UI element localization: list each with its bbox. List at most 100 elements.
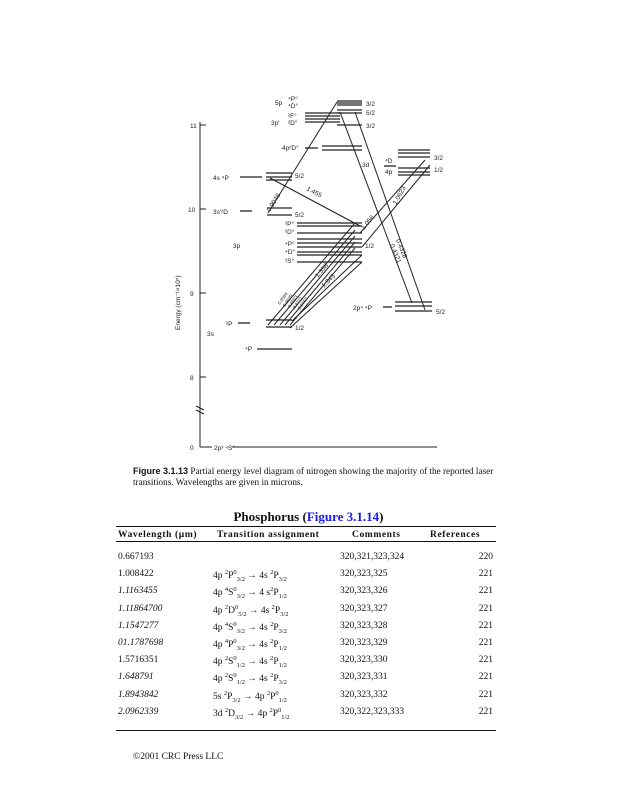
svg-text:3s: 3s — [207, 331, 215, 338]
wavelength-cell: 2.0962339 — [118, 706, 159, 717]
caption-label: Figure 3.1.13 — [133, 466, 189, 476]
svg-text:²D°: ²D° — [288, 119, 298, 127]
table-row: 1.11864700 4p 2D05/2 → 4s 2P3/2 320,323,32… — [0, 604, 617, 618]
wavelength-cell: 01.1787698 — [118, 638, 164, 648]
svg-text:1/2: 1/2 — [295, 325, 304, 332]
svg-text:3s'²D: 3s'²D — [213, 209, 228, 216]
svg-text:5p: 5p — [275, 100, 283, 107]
svg-text:4p: 4p — [385, 169, 393, 176]
svg-text:⁴D°: ⁴D° — [288, 102, 298, 110]
references-cell: 221 — [478, 672, 493, 683]
comments-cell: 320,323,332 — [340, 689, 388, 700]
figure-caption: Figure 3.1.13 Partial energy level diagr… — [133, 466, 503, 488]
svg-text:⁴D°: ⁴D° — [285, 248, 295, 256]
references-cell: 221 — [478, 569, 493, 580]
references-cell: 221 — [478, 706, 493, 717]
table-row: 0.667193 320,321,323,324 220 — [0, 552, 617, 566]
svg-text:5/2: 5/2 — [436, 309, 445, 316]
comments-cell: 320,323,331 — [340, 672, 388, 683]
wavelength-cell: 1.8943842 — [118, 689, 159, 700]
header-comments: Comments — [352, 530, 401, 540]
svg-text:⁴P°: ⁴P° — [285, 240, 295, 248]
svg-text:2p⁴ ⁴P: 2p⁴ ⁴P — [353, 305, 372, 312]
svg-text:5/2: 5/2 — [366, 110, 375, 117]
table-row: 1.8943842 5s 2P3/2 → 4p 2P01/2 320,323,332… — [0, 690, 617, 704]
wavelength-cell: 0.667193 — [118, 552, 154, 562]
copyright-footer: ©2001 CRC Press LLC — [133, 752, 224, 762]
table-top-rule — [116, 526, 496, 528]
comments-cell: 320,323,325 — [340, 569, 388, 580]
svg-text:²P°: ²P° — [285, 220, 295, 228]
axis-label: Energy (cm⁻¹×10⁵) — [175, 275, 182, 330]
header-references: References — [430, 530, 481, 540]
transition-cell: 4p 2P03/2 → 4s 2P3/2 — [213, 569, 287, 584]
svg-text:4p²D°: 4p²D° — [282, 144, 299, 152]
svg-text:3/2: 3/2 — [434, 155, 443, 162]
figure-link[interactable]: Figure 3.1.14 — [306, 509, 380, 524]
transition-cell: 4p 2D05/2 → 4s 2P3/2 — [213, 603, 289, 618]
svg-text:1.0623: 1.0623 — [392, 185, 408, 206]
header-transition: Transition assignment — [217, 530, 320, 540]
transition-cell: 5s 2P3/2 → 4p 2P01/2 — [213, 689, 287, 704]
header-wavelength: Wavelength (µm) — [118, 530, 198, 540]
svg-text:5/2: 5/2 — [295, 173, 304, 180]
svg-text:⁴P: ⁴P — [245, 346, 252, 353]
references-cell: 221 — [478, 586, 493, 597]
references-cell: 221 — [478, 655, 493, 666]
tick-0: 0 — [190, 445, 194, 452]
tick-10: 10 — [188, 207, 196, 214]
svg-text:2p³ ⁴S°: 2p³ ⁴S° — [214, 444, 235, 452]
references-cell: 221 — [478, 689, 493, 700]
comments-cell: 320,323,326 — [340, 586, 388, 597]
energy-level-diagram: 11 10 9 8 0 Energy (cm⁻¹×10⁵) 5p ⁴P° ⁴D°… — [175, 95, 445, 452]
header-rule — [116, 541, 496, 542]
svg-text:²P: ²P — [226, 321, 233, 328]
table-title: Phosphorus (Figure 3.1.14) — [233, 509, 384, 524]
tick-9: 9 — [190, 291, 194, 298]
wavelength-cell: 1.1547277 — [118, 620, 159, 631]
svg-text:⁴D: ⁴D — [385, 158, 393, 165]
transition-cell: 4p 4P03/2 → 4s 2P1/2 — [213, 638, 287, 653]
svg-text:1/2: 1/2 — [434, 167, 443, 174]
wavelength-cell: 1.648791 — [118, 672, 154, 683]
comments-cell: 320,323,329 — [340, 638, 388, 648]
svg-text:1.455: 1.455 — [305, 186, 323, 200]
table-row: 1.648791 4p 2S01/2 → 4s 2P3/2 320,323,331 2… — [0, 672, 617, 686]
table-row: 1.008422 4p 2P03/2 → 4s 2P3/2 320,323,325 2… — [0, 569, 617, 583]
comments-cell: 320,323,330 — [340, 655, 388, 666]
svg-text:3p: 3p — [233, 243, 241, 250]
svg-text:3p': 3p' — [271, 120, 279, 127]
svg-text:3/2: 3/2 — [366, 123, 375, 130]
references-cell: 221 — [478, 620, 493, 631]
references-cell: 221 — [478, 638, 493, 648]
svg-text:²F°: ²F° — [288, 112, 297, 120]
svg-text:0.9046: 0.9046 — [266, 192, 283, 213]
transition-cell: 4p 2S01/2 → 4s 2P3/2 — [213, 672, 287, 687]
tick-8: 8 — [190, 375, 194, 382]
comments-cell: 320,321,323,324 — [340, 552, 405, 562]
svg-text:²D°: ²D° — [285, 228, 295, 236]
transition-cell: 4p 4S03/2 → 4s 2P3/2 — [213, 620, 287, 635]
svg-text:²S°: ²S° — [285, 257, 295, 265]
transition-cell: 4p 2S01/2 → 4s 2P1/2 — [213, 655, 287, 670]
wavelength-cell: 1.11864700 — [118, 603, 163, 614]
svg-text:1/2: 1/2 — [365, 243, 374, 250]
svg-text:⁴P°: ⁴P° — [288, 95, 298, 103]
references-cell: 220 — [478, 552, 493, 562]
tick-11: 11 — [190, 123, 197, 130]
comments-cell: 320,322,323,333 — [340, 706, 405, 717]
transition-cell: 4p 4S03/2 → 4 s2P1/2 — [213, 586, 287, 601]
wavelength-cell: 1.1163455 — [118, 586, 158, 597]
svg-text:1.056: 1.056 — [360, 214, 376, 231]
table-row: 01.1787698 4p 4P03/2 → 4s 2P1/2 320,323,32… — [0, 638, 617, 652]
table-row: 1.1547277 4p 4S03/2 → 4s 2P3/2 320,323,328… — [0, 621, 617, 635]
svg-text:5/2: 5/2 — [295, 212, 304, 219]
svg-text:3/2: 3/2 — [366, 101, 375, 108]
svg-text:4s ⁴P: 4s ⁴P — [213, 175, 229, 182]
wavelength-cell: 1.008422 — [118, 569, 154, 580]
references-cell: 221 — [478, 603, 493, 614]
comments-cell: 320,323,327 — [340, 603, 388, 614]
comments-cell: 320,323,328 — [340, 620, 388, 631]
wavelength-cell: 1.5716351 — [118, 655, 159, 666]
